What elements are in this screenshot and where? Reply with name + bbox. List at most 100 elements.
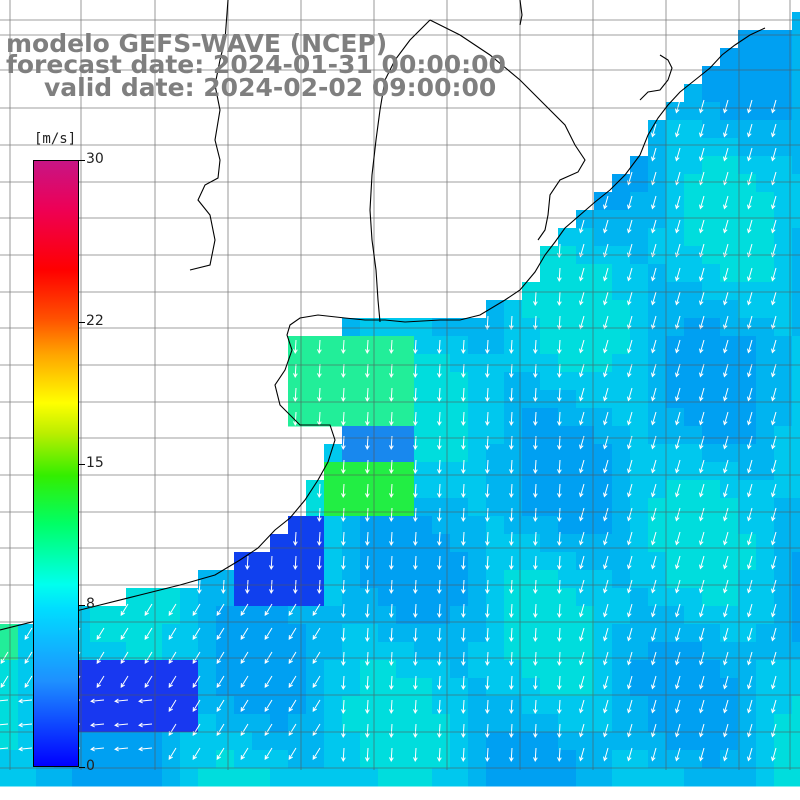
wind-vector-arrow	[699, 555, 705, 570]
wind-vector-arrow	[627, 267, 633, 282]
wind-speed-cell	[432, 696, 451, 715]
wind-speed-cell	[522, 480, 541, 499]
wind-speed-cell	[576, 210, 595, 229]
wind-vector-arrow	[312, 627, 321, 640]
wind-vector-arrow	[533, 699, 538, 715]
wind-speed-cell	[594, 480, 613, 499]
wind-speed-cell	[432, 768, 451, 787]
wind-speed-cell	[594, 498, 613, 517]
wind-speed-cell	[558, 642, 577, 661]
wind-speed-cell	[666, 300, 685, 319]
wind-vector-arrow	[723, 675, 729, 690]
wind-vector-arrow	[723, 411, 729, 426]
wind-speed-cell	[126, 750, 145, 769]
wind-speed-cell	[468, 768, 487, 787]
wind-speed-cell	[504, 354, 523, 373]
wind-speed-cell	[342, 498, 361, 517]
wind-vector-arrow	[461, 483, 466, 499]
wind-speed-cell	[630, 678, 649, 697]
wind-speed-cell	[342, 768, 361, 787]
wind-vector-arrow	[413, 339, 418, 355]
wind-speed-cell	[774, 462, 793, 481]
wind-speed-cell	[666, 210, 685, 229]
wind-speed-cell	[738, 660, 757, 679]
wind-speed-cell	[558, 732, 577, 751]
wind-speed-cell	[720, 534, 739, 553]
wind-vector-arrow	[579, 339, 585, 354]
wind-vector-arrow	[747, 699, 753, 714]
wind-speed-cell	[792, 48, 800, 67]
wind-speed-cell	[738, 336, 757, 355]
wind-speed-cell	[468, 318, 487, 337]
wind-speed-cell	[612, 372, 631, 391]
wind-speed-cell	[306, 354, 325, 373]
wind-vector-arrow	[509, 675, 514, 691]
wind-vector-arrow	[18, 698, 33, 704]
wind-speed-cell	[756, 408, 775, 427]
wind-speed-cell	[558, 660, 577, 679]
wind-speed-cell	[396, 498, 415, 517]
wind-vector-arrow	[240, 675, 249, 688]
wind-vector-arrow	[675, 339, 681, 354]
wind-speed-cell	[558, 408, 577, 427]
wind-vector-arrow	[579, 459, 585, 474]
wind-speed-cell	[720, 588, 739, 607]
wind-speed-cell	[162, 606, 181, 625]
wind-speed-cell	[18, 714, 37, 733]
wind-vector-arrow	[389, 699, 394, 715]
wind-vector-arrow	[627, 363, 633, 378]
wind-speed-cell	[540, 264, 559, 283]
wind-speed-cell	[576, 372, 595, 391]
wind-speed-cell	[576, 732, 595, 751]
wind-speed-cell	[720, 300, 739, 319]
wind-speed-cell	[180, 606, 199, 625]
wind-vector-arrow	[413, 507, 418, 523]
wind-speed-cell	[360, 462, 379, 481]
wind-vector-arrow	[341, 699, 346, 715]
wind-vector-arrow	[413, 483, 418, 499]
wind-speed-cell	[576, 408, 595, 427]
wind-vector-arrow	[675, 723, 681, 738]
wind-speed-cell	[198, 660, 217, 679]
wind-speed-cell	[504, 552, 523, 571]
wind-speed-cell	[324, 390, 343, 409]
wind-vector-arrow	[341, 507, 346, 523]
wind-speed-cell	[450, 696, 469, 715]
wind-speed-cell	[252, 588, 271, 607]
wind-speed-cell	[738, 84, 757, 103]
wind-speed-cell	[432, 372, 451, 391]
wind-speed-cell	[522, 534, 541, 553]
wind-speed-cell	[450, 534, 469, 553]
wind-vector-arrow	[168, 747, 177, 760]
wind-vector-arrow	[675, 579, 681, 594]
wind-vector-arrow	[723, 459, 729, 474]
wind-vector-arrow	[413, 675, 418, 691]
wind-speed-cell	[468, 336, 487, 355]
wind-vector-arrow	[90, 746, 105, 752]
wind-vector-arrow	[675, 99, 681, 114]
wind-speed-cell	[378, 336, 397, 355]
wind-speed-cell	[144, 714, 163, 733]
wind-speed-cell	[702, 480, 721, 499]
wind-speed-cell	[324, 732, 343, 751]
wind-vector-arrow	[747, 627, 753, 642]
wind-speed-cell	[558, 516, 577, 535]
wind-speed-cell	[288, 408, 307, 427]
wind-speed-cell	[468, 696, 487, 715]
wind-speed-cell	[684, 318, 703, 337]
wind-vector-arrow	[747, 603, 753, 618]
wind-speed-cell	[180, 660, 199, 679]
wind-speed-cell	[630, 336, 649, 355]
wind-speed-cell	[666, 552, 685, 571]
wind-speed-cell	[792, 570, 800, 589]
wind-speed-cell	[684, 84, 703, 103]
wind-speed-cell	[792, 678, 800, 697]
wind-speed-cell	[108, 660, 127, 679]
wind-speed-cell	[720, 570, 739, 589]
wind-speed-cell	[792, 462, 800, 481]
wind-speed-cell	[666, 750, 685, 769]
wind-speed-cell	[504, 408, 523, 427]
wind-speed-cell	[306, 678, 325, 697]
wind-speed-cell	[558, 606, 577, 625]
wind-speed-cell	[558, 444, 577, 463]
